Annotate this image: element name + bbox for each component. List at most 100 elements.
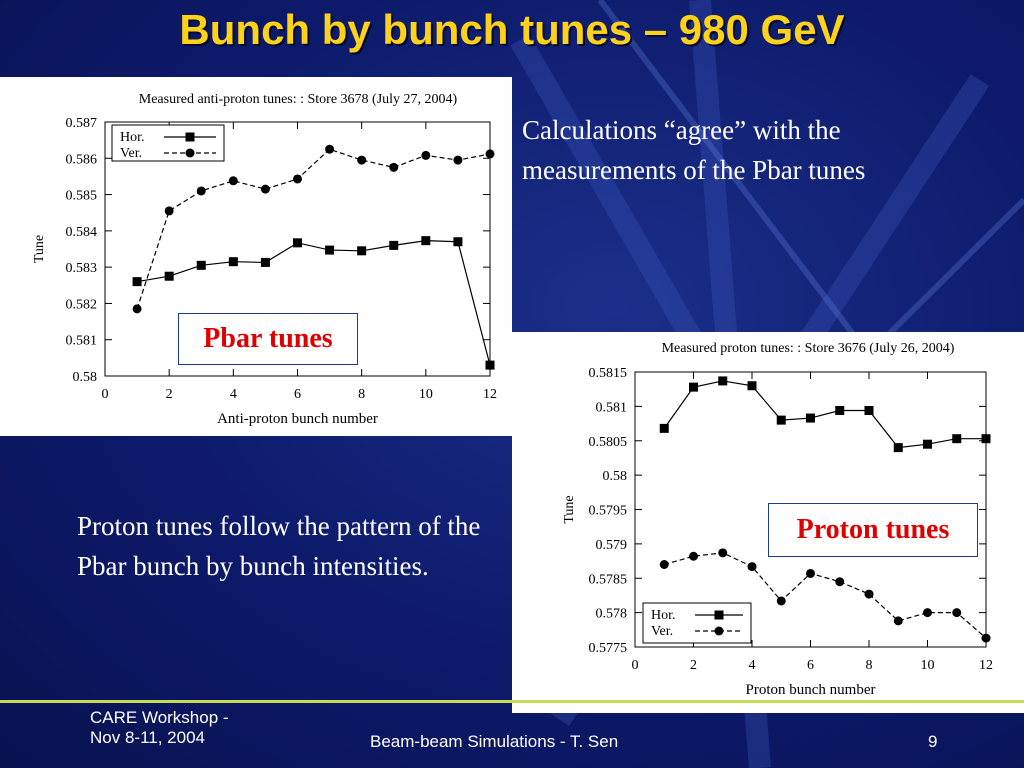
data-point-square xyxy=(981,434,991,444)
series-line-hor xyxy=(136,240,491,366)
data-point-circle xyxy=(893,616,903,626)
data-point-circle xyxy=(689,551,698,561)
data-point-square xyxy=(357,246,367,256)
footer-event: CARE Workshop - Nov 8-11, 2004 xyxy=(90,708,229,748)
data-point-square xyxy=(864,406,874,415)
data-point-square xyxy=(164,271,174,281)
x-tick-label: 0 xyxy=(632,658,639,673)
chart-title: Measured anti-proton tunes: : Store 3678… xyxy=(139,92,458,107)
legend-label: Hor. xyxy=(651,608,676,623)
pbar-tunes-label: Pbar tunes xyxy=(178,313,358,365)
footer-divider xyxy=(0,700,1024,703)
data-point-square xyxy=(893,443,903,453)
y-tick-label: 0.579 xyxy=(596,538,628,553)
legend-marker-circle xyxy=(185,148,195,158)
x-tick-label: 10 xyxy=(419,387,433,402)
data-point-circle xyxy=(325,144,335,154)
data-point-square xyxy=(835,406,845,415)
x-tick-label: 4 xyxy=(749,658,756,673)
data-point-square xyxy=(485,360,495,370)
x-tick-label: 6 xyxy=(807,658,814,673)
x-axis-label: Proton bunch number xyxy=(746,682,876,698)
y-tick-label: 0.587 xyxy=(66,116,98,131)
data-point-circle xyxy=(835,577,845,587)
data-point-square xyxy=(776,415,786,425)
legend-marker-circle xyxy=(714,626,724,636)
data-point-square xyxy=(228,257,238,267)
y-tick-label: 0.5785 xyxy=(589,572,628,587)
data-point-circle xyxy=(260,184,270,194)
data-point-square xyxy=(718,376,728,386)
data-point-circle xyxy=(421,150,431,160)
proton-tunes-chart: Measured proton tunes: : Store 3676 (Jul… xyxy=(562,341,993,698)
footer-event-line2: Nov 8-11, 2004 xyxy=(90,728,205,747)
data-point-square xyxy=(952,434,962,444)
data-point-circle xyxy=(806,568,815,578)
data-point-circle xyxy=(776,596,786,606)
data-point-circle xyxy=(196,186,206,196)
data-point-square xyxy=(747,381,757,391)
data-point-circle xyxy=(389,162,399,172)
y-tick-label: 0.583 xyxy=(66,261,98,276)
legend-marker-square xyxy=(714,610,724,620)
data-point-square xyxy=(923,439,932,449)
calculations-text: Calculations “agree” with the measuremen… xyxy=(522,115,866,185)
data-point-square xyxy=(421,236,431,246)
data-point-circle xyxy=(453,155,463,165)
proton-pattern-text: Proton tunes follow the pattern of the P… xyxy=(77,511,481,581)
legend-box xyxy=(642,602,752,644)
data-point-square xyxy=(325,245,335,255)
x-tick-label: 8 xyxy=(358,387,365,402)
x-tick-label: 8 xyxy=(866,658,873,673)
pbar-chart-panel: Measured anti-proton tunes: : Store 3678… xyxy=(0,77,512,436)
x-tick-label: 10 xyxy=(921,658,935,673)
x-tick-label: 12 xyxy=(483,387,497,402)
data-point-square xyxy=(689,382,698,392)
data-point-square xyxy=(806,413,815,423)
data-point-square xyxy=(260,257,270,267)
data-point-circle xyxy=(164,206,174,216)
x-axis-label: Anti-proton bunch number xyxy=(217,411,378,427)
x-tick-label: 4 xyxy=(230,387,237,402)
slide-title: Bunch by bunch tunes – 980 GeV xyxy=(179,6,845,53)
series-line-ver xyxy=(136,148,491,310)
y-tick-label: 0.5775 xyxy=(589,641,628,656)
data-point-square xyxy=(196,260,206,270)
data-point-circle xyxy=(981,633,991,643)
x-tick-label: 2 xyxy=(166,387,173,402)
x-tick-label: 12 xyxy=(979,658,993,673)
legend-label: Ver. xyxy=(120,146,142,161)
footer-center: Beam-beam Simulations - T. Sen xyxy=(370,732,619,751)
data-point-square xyxy=(453,237,463,247)
legend-label: Ver. xyxy=(651,624,673,639)
data-point-circle xyxy=(952,608,962,618)
chart-title: Measured proton tunes: : Store 3676 (Jul… xyxy=(662,341,955,356)
y-tick-label: 0.5805 xyxy=(589,435,628,450)
y-tick-label: 0.584 xyxy=(66,225,98,240)
y-tick-label: 0.581 xyxy=(596,400,628,415)
data-point-square xyxy=(389,240,399,250)
data-point-circle xyxy=(747,562,757,572)
series-line-ver xyxy=(664,552,987,639)
y-axis-label: Tune xyxy=(562,495,577,523)
y-tick-label: 0.582 xyxy=(66,297,98,312)
data-point-circle xyxy=(357,155,367,165)
data-point-circle xyxy=(659,560,669,569)
x-tick-label: 6 xyxy=(294,387,301,402)
x-tick-label: 2 xyxy=(690,658,697,673)
y-axis-label: Tune xyxy=(32,235,47,263)
y-tick-label: 0.58 xyxy=(73,370,98,385)
data-point-circle xyxy=(923,608,932,618)
data-point-circle xyxy=(718,548,728,558)
y-tick-label: 0.5795 xyxy=(589,504,628,519)
y-tick-label: 0.578 xyxy=(596,607,628,622)
y-tick-label: 0.581 xyxy=(66,334,98,349)
y-tick-label: 0.585 xyxy=(66,189,98,204)
legend-marker-square xyxy=(185,132,195,142)
x-tick-label: 0 xyxy=(102,387,109,402)
data-point-circle xyxy=(293,174,302,184)
pbar-tunes-chart: Measured anti-proton tunes: : Store 3678… xyxy=(32,92,497,427)
series-line-hor xyxy=(663,380,986,449)
data-point-square xyxy=(132,277,142,287)
data-point-circle xyxy=(132,304,142,314)
